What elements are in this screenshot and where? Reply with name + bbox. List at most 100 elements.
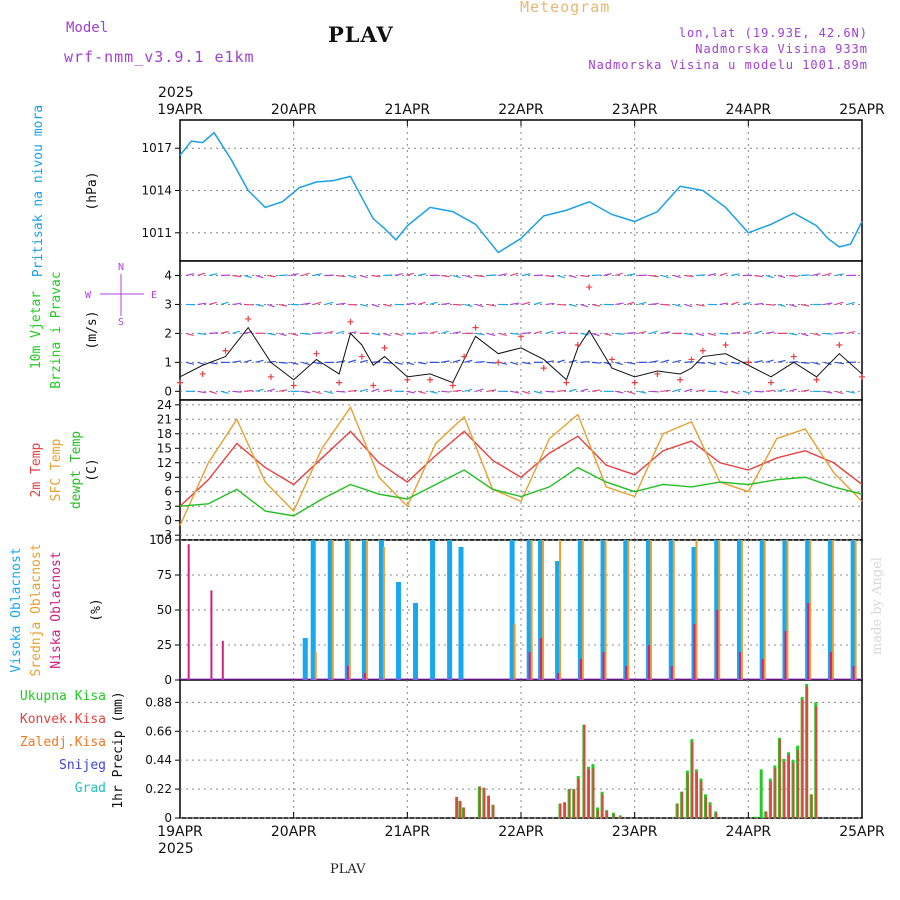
wind-arrow <box>626 390 635 395</box>
wind-speed-marker <box>495 359 502 366</box>
wind-arrow <box>731 301 739 306</box>
precip-bar-1 <box>478 786 481 818</box>
precip-bar-1 <box>483 787 486 818</box>
wind-arrow <box>638 390 647 394</box>
wind-arrow <box>754 330 763 334</box>
wind-arrow <box>301 390 311 394</box>
dewpt-axis-title: dewpt Temp <box>69 431 84 509</box>
wind-arrow <box>742 390 751 394</box>
wind-speed-marker <box>267 373 274 380</box>
wind-arrow <box>731 273 740 277</box>
wind-arrow <box>800 332 809 337</box>
wind-arrow <box>313 301 322 306</box>
wind-arrow <box>232 360 241 363</box>
wind-arrow <box>603 332 612 336</box>
compass-west-label: W <box>85 290 92 301</box>
cloud-bar-0 <box>526 540 532 680</box>
wind-arrow <box>696 332 705 337</box>
wind-speed-marker <box>563 379 570 386</box>
cloud-bar-2 <box>363 673 366 680</box>
wind-arrow <box>220 330 229 334</box>
cloud-bar-1 <box>530 540 533 680</box>
cloud-bar-0 <box>327 540 333 680</box>
compass-south-label: S <box>118 317 124 328</box>
cloud-bar-0 <box>310 540 316 680</box>
wind-arrow <box>464 359 473 363</box>
wind-arrow <box>301 332 311 335</box>
wind-arrow <box>359 303 369 307</box>
wind-arrow <box>568 274 577 279</box>
cloud-bar-2 <box>221 640 224 680</box>
wind-arrow <box>591 332 600 337</box>
wind-speed-marker <box>790 353 797 360</box>
wind-arrow <box>707 273 717 277</box>
wind-speed-marker <box>768 379 775 386</box>
wind-arrow <box>487 361 497 364</box>
wind-arrow <box>348 389 358 392</box>
cloud-bar-1 <box>786 540 789 680</box>
wind-arrow <box>823 361 832 366</box>
wind-arrow <box>684 303 693 308</box>
x-tick-label-top: 25APR <box>839 102 885 118</box>
wind-arrow <box>348 359 357 363</box>
wind-arrow <box>336 390 346 393</box>
precip-bar-1 <box>606 811 609 818</box>
wind-arrow <box>765 359 774 363</box>
wind-arrow <box>626 332 636 334</box>
wind-arrow <box>603 273 612 277</box>
cloud-bar-1 <box>542 540 545 680</box>
precip-bar-0 <box>759 769 763 818</box>
precip-bar-1 <box>619 816 622 818</box>
wind-arrow <box>835 390 844 395</box>
wind-arrow <box>406 272 415 277</box>
cloud-bar-1 <box>365 540 368 680</box>
wind-arrow <box>835 361 845 365</box>
cloud-bar-1 <box>672 540 675 680</box>
cloud-bar-0 <box>378 540 384 680</box>
wind-arrow <box>835 331 845 334</box>
wind-arrow <box>394 273 403 277</box>
wind-arrow <box>232 330 241 334</box>
wind-arrow <box>464 388 473 392</box>
wind-arrow <box>615 390 624 394</box>
cloud-bar-1 <box>695 540 698 680</box>
y-tick-label: 1 <box>164 355 172 369</box>
wind-arrow <box>452 303 462 306</box>
pressure-line <box>179 131 863 254</box>
precip-bar-1 <box>459 800 462 818</box>
wind-arrow <box>777 274 786 279</box>
wind-arrow <box>313 332 323 334</box>
wind-arrow <box>568 388 577 392</box>
cloud-bar-0 <box>691 547 697 680</box>
wind-arrow <box>823 390 833 394</box>
temp-line-0 <box>179 430 863 507</box>
wind-arrow <box>348 274 357 279</box>
wind-arrow <box>777 388 786 392</box>
cloud-bar-1 <box>382 547 385 680</box>
wind-axis-title-1: 10m Vjetar <box>29 291 44 369</box>
wind-arrow <box>754 302 764 306</box>
wind-arrow <box>290 332 299 337</box>
wind-arrow <box>580 388 589 392</box>
cloud-bar-2 <box>829 652 832 680</box>
precip-bar-1 <box>815 706 818 818</box>
cloud-bar-1 <box>604 540 607 680</box>
precip-bar-1 <box>462 807 465 818</box>
wind-arrow <box>441 360 450 363</box>
precip-bar-1 <box>765 811 768 818</box>
wind-arrow <box>661 389 671 392</box>
precip-bar-1 <box>806 686 809 818</box>
wind-arrow <box>441 330 449 334</box>
precip-bar-1 <box>810 794 813 818</box>
wind-arrow <box>684 332 694 336</box>
wind-arrow <box>243 274 252 279</box>
wind-arrow <box>441 274 450 278</box>
wind-arrow <box>232 390 242 393</box>
lonlat-label: lon,lat (19.93E, 42.6N) <box>678 26 868 40</box>
precip-bar-1 <box>783 761 786 818</box>
wind-arrow <box>197 390 207 394</box>
cloud-bar-1 <box>809 540 812 680</box>
x-tick-label-top: 23APR <box>612 102 658 118</box>
precip-legend-item: Grad <box>75 781 106 796</box>
cloud-bar-2 <box>648 645 651 680</box>
